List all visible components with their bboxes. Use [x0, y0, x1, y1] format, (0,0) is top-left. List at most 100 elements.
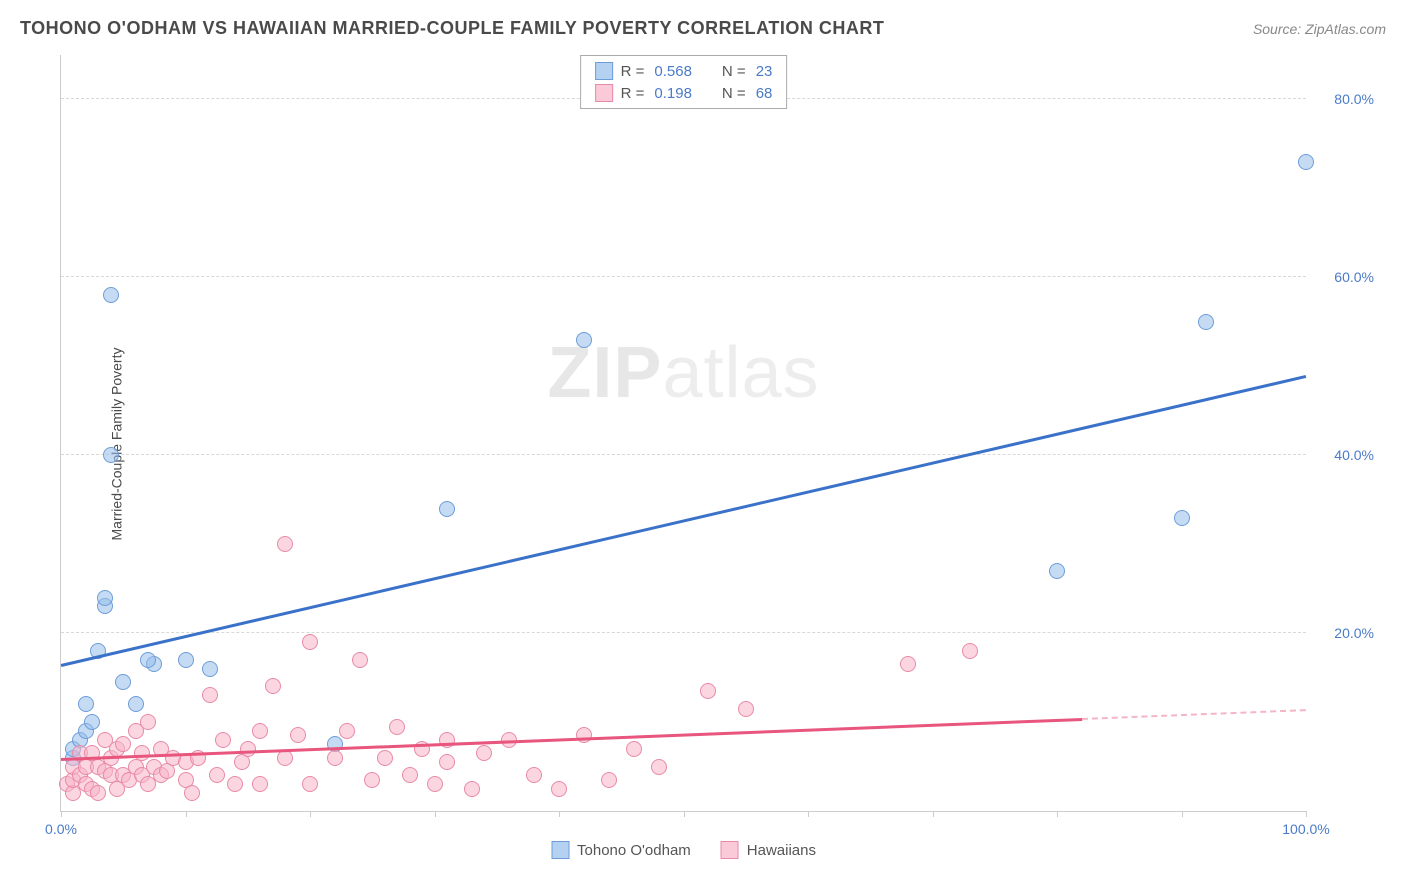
data-point [601, 772, 617, 788]
y-tick-label: 40.0% [1334, 447, 1374, 463]
r-label: R = [621, 63, 645, 80]
data-point [134, 745, 150, 761]
data-point [377, 750, 393, 766]
data-point [464, 781, 480, 797]
r-value-2: 0.198 [654, 85, 692, 102]
data-point [252, 776, 268, 792]
data-point [700, 683, 716, 699]
data-point [339, 723, 355, 739]
swatch-blue-icon [551, 841, 569, 859]
data-point [240, 741, 256, 757]
data-point [290, 727, 306, 743]
swatch-blue-icon [595, 62, 613, 80]
n-value-1: 23 [756, 63, 773, 80]
data-point [352, 652, 368, 668]
gridline [61, 632, 1306, 633]
x-tick [933, 811, 934, 817]
data-point [526, 767, 542, 783]
data-point [215, 732, 231, 748]
data-point [738, 701, 754, 717]
data-point [140, 652, 156, 668]
stats-row-series-1: R = 0.568 N = 23 [595, 60, 773, 82]
data-point [227, 776, 243, 792]
data-point [626, 741, 642, 757]
data-point [1198, 314, 1214, 330]
data-point [265, 678, 281, 694]
data-point [115, 736, 131, 752]
data-point [402, 767, 418, 783]
data-point [178, 652, 194, 668]
data-point [439, 754, 455, 770]
data-point [302, 776, 318, 792]
trend-line-dash [1082, 709, 1306, 720]
swatch-pink-icon [721, 841, 739, 859]
data-point [209, 767, 225, 783]
x-tick [808, 811, 809, 817]
data-point [128, 696, 144, 712]
x-tick [1182, 811, 1183, 817]
data-point [97, 590, 113, 606]
r-value-1: 0.568 [654, 63, 692, 80]
data-point [103, 287, 119, 303]
data-point [277, 536, 293, 552]
data-point [103, 447, 119, 463]
x-tick [310, 811, 311, 817]
legend-label-2: Hawaiians [747, 842, 816, 859]
x-tick-label: 100.0% [1282, 821, 1329, 837]
x-tick [684, 811, 685, 817]
data-point [140, 714, 156, 730]
x-tick [186, 811, 187, 817]
x-tick-label: 0.0% [45, 821, 77, 837]
data-point [900, 656, 916, 672]
data-point [651, 759, 667, 775]
series-legend: Tohono O'odham Hawaiians [551, 841, 816, 859]
n-label: N = [722, 85, 746, 102]
chart-title: TOHONO O'ODHAM VS HAWAIIAN MARRIED-COUPL… [20, 18, 884, 39]
x-tick [61, 811, 62, 817]
data-point [576, 727, 592, 743]
x-tick [559, 811, 560, 817]
data-point [252, 723, 268, 739]
data-point [90, 785, 106, 801]
data-point [439, 501, 455, 517]
gridline [61, 454, 1306, 455]
swatch-pink-icon [595, 84, 613, 102]
data-point [115, 674, 131, 690]
data-point [277, 750, 293, 766]
data-point [1298, 154, 1314, 170]
data-point [78, 696, 94, 712]
stats-legend: R = 0.568 N = 23 R = 0.198 N = 68 [580, 55, 788, 109]
stats-row-series-2: R = 0.198 N = 68 [595, 82, 773, 104]
chart-container: Married-Couple Family Poverty ZIPatlas R… [50, 55, 1386, 832]
trend-line [61, 375, 1307, 666]
data-point [327, 750, 343, 766]
data-point [962, 643, 978, 659]
y-tick-label: 20.0% [1334, 625, 1374, 641]
gridline [61, 276, 1306, 277]
data-point [551, 781, 567, 797]
data-point [427, 776, 443, 792]
x-tick [1306, 811, 1307, 817]
data-point [184, 785, 200, 801]
legend-item-1: Tohono O'odham [551, 841, 691, 859]
source-attribution: Source: ZipAtlas.com [1253, 21, 1386, 37]
y-tick-label: 60.0% [1334, 269, 1374, 285]
data-point [476, 745, 492, 761]
data-point [302, 634, 318, 650]
data-point [364, 772, 380, 788]
y-tick-label: 80.0% [1334, 91, 1374, 107]
n-label: N = [722, 63, 746, 80]
data-point [202, 661, 218, 677]
x-tick [1057, 811, 1058, 817]
x-tick [435, 811, 436, 817]
r-label: R = [621, 85, 645, 102]
data-point [1174, 510, 1190, 526]
data-point [389, 719, 405, 735]
n-value-2: 68 [756, 85, 773, 102]
data-point [1049, 563, 1065, 579]
data-point [202, 687, 218, 703]
data-point [84, 714, 100, 730]
legend-item-2: Hawaiians [721, 841, 816, 859]
data-point [576, 332, 592, 348]
plot-area: ZIPatlas R = 0.568 N = 23 R = 0.198 N = … [60, 55, 1306, 812]
